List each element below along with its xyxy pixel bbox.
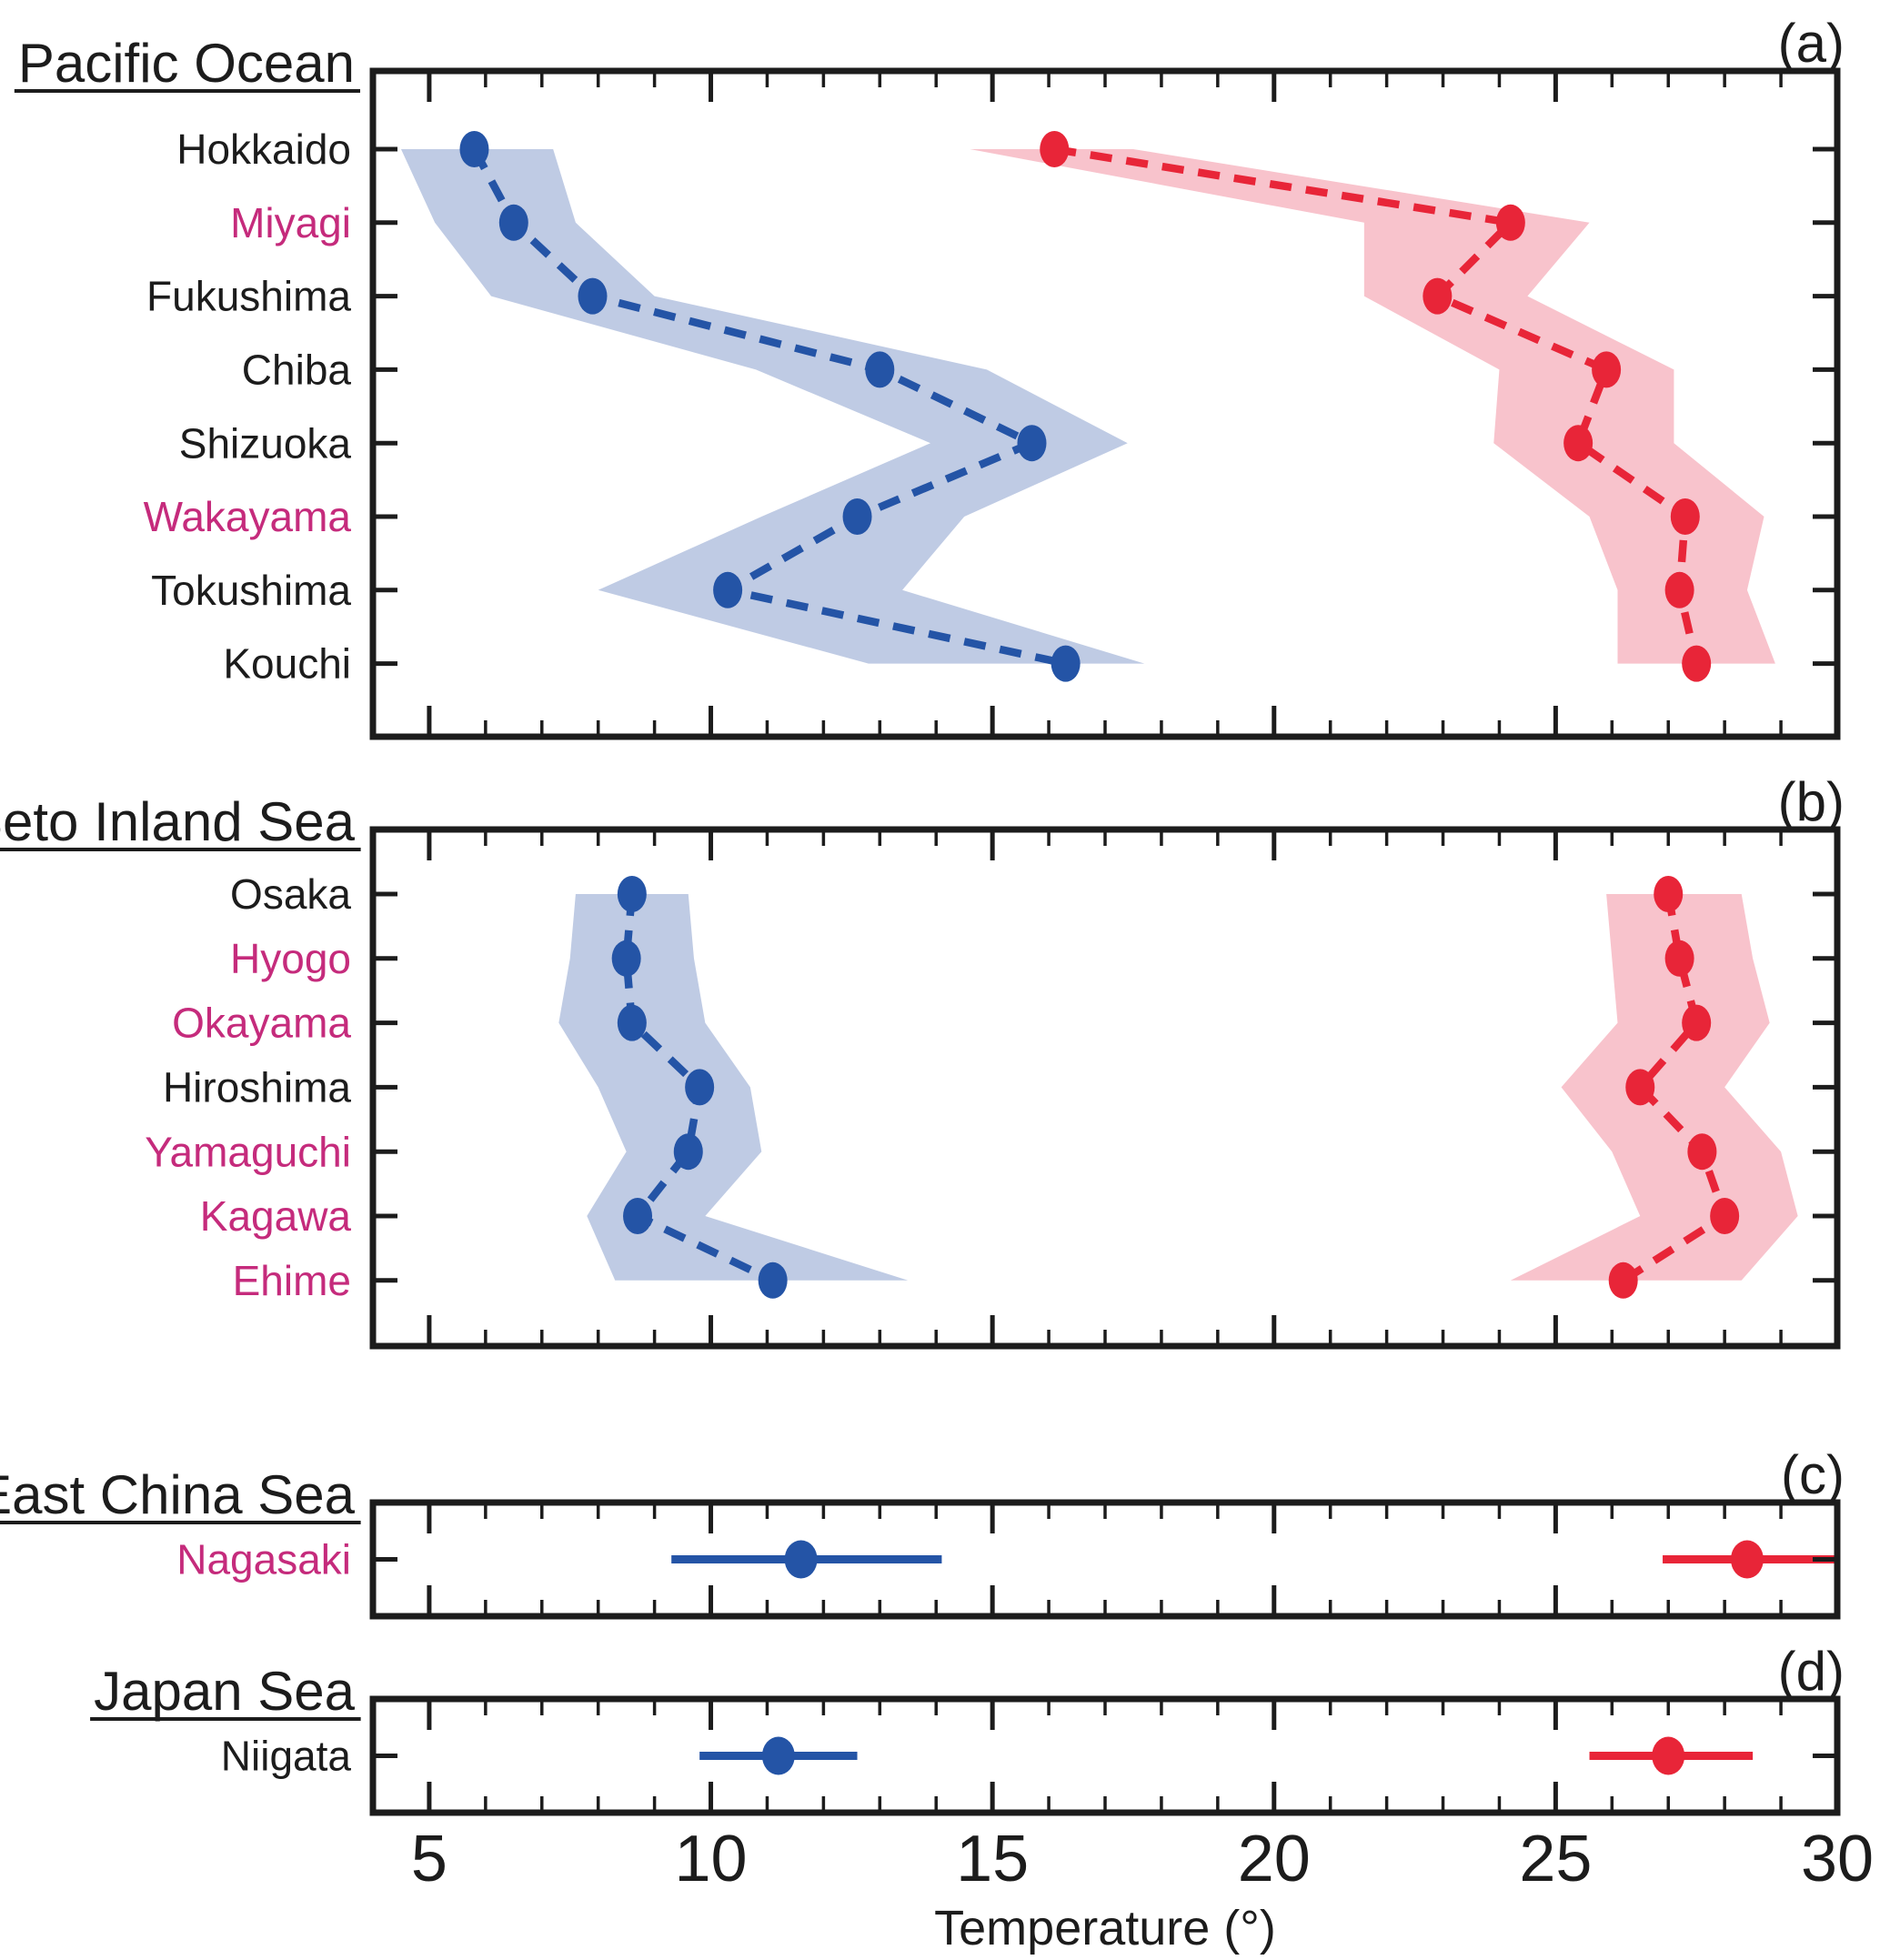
- blue-data-point: [758, 1261, 788, 1299]
- blue-data-point: [865, 351, 895, 388]
- prefecture-label: Hiroshima: [163, 1064, 351, 1111]
- red-data-point: [1682, 1004, 1712, 1041]
- panel-title: Seto Inland Sea: [0, 791, 356, 852]
- panel-b: Osaka Hyogo Okayama Hiroshima Yamaguchi Kagaw…: [0, 771, 1845, 1350]
- red-data-point: [1495, 204, 1525, 241]
- red-data-point: [1664, 571, 1694, 608]
- red-data-point: [1682, 645, 1712, 682]
- blue-data-point: [611, 940, 641, 977]
- prefecture-label: Hokkaido: [176, 126, 351, 173]
- panel-title: Japan Sea: [94, 1661, 356, 1722]
- prefecture-label: Fukushima: [146, 273, 351, 320]
- x-axis: 5 10 15 20 25 30 Temperature (°): [411, 1823, 1874, 1955]
- panel-letter: (d): [1778, 1641, 1845, 1702]
- blue-data-point: [784, 1540, 818, 1579]
- prefecture-label: Kouchi: [223, 640, 351, 688]
- red-data-point: [1664, 940, 1694, 977]
- prefecture-label: Hyogo: [230, 935, 351, 982]
- red-data-point: [1730, 1540, 1764, 1579]
- blue-data-point: [1017, 425, 1047, 462]
- blue-data-point: [623, 1198, 653, 1234]
- prefecture-label: Miyagi: [230, 199, 351, 246]
- prefecture-label: Shizuoka: [179, 419, 352, 467]
- prefecture-label: Niigata: [221, 1733, 352, 1780]
- blue-range-band: [400, 149, 1145, 664]
- red-data-point: [1654, 876, 1684, 912]
- prefecture-label: Okayama: [172, 1000, 351, 1047]
- panel-letter: (c): [1781, 1444, 1845, 1505]
- red-data-point: [1423, 277, 1453, 315]
- red-data-point: [1592, 351, 1622, 388]
- blue-data-point: [713, 571, 743, 608]
- blue-data-point: [1051, 645, 1081, 682]
- prefecture-label: Kagawa: [200, 1192, 352, 1240]
- panel-d: Niigata Japan Sea (d): [90, 1641, 1845, 1816]
- prefecture-label: Wakayama: [144, 493, 352, 540]
- blue-data-point: [617, 876, 647, 912]
- panel-title: East China Sea: [0, 1464, 356, 1525]
- panel-letter: (a): [1778, 13, 1845, 74]
- blue-data-point: [498, 204, 528, 241]
- x-tick-label: 20: [1238, 1823, 1311, 1895]
- x-tick-label: 30: [1801, 1823, 1874, 1895]
- prefecture-label: Chiba: [242, 347, 352, 394]
- blue-data-point: [761, 1736, 795, 1775]
- blue-data-point: [459, 131, 489, 167]
- prefecture-label: Nagasaki: [176, 1536, 351, 1583]
- prefecture-label: Osaka: [230, 870, 351, 918]
- x-tick-label: 5: [411, 1823, 447, 1895]
- x-tick-label: 15: [956, 1823, 1029, 1895]
- prefecture-label: Tokushima: [151, 567, 351, 614]
- blue-data-point: [842, 498, 872, 535]
- panel-frame: [369, 1499, 1841, 1620]
- red-range-band: [970, 149, 1775, 664]
- blue-data-point: [617, 1004, 647, 1041]
- panel-c: Nagasaki East China Sea (c): [0, 1444, 1845, 1620]
- blue-data-point: [673, 1133, 703, 1171]
- blue-data-point: [578, 277, 608, 315]
- blue-range-band: [558, 894, 909, 1281]
- prefecture-label: Yamaguchi: [145, 1128, 351, 1175]
- x-tick-label: 25: [1519, 1823, 1592, 1895]
- panel-a: Hokkaido Miyagi Fukushima Chiba Shizuoka Waka…: [14, 13, 1845, 740]
- prefecture-label: Ehime: [233, 1257, 351, 1304]
- x-tick-label: 10: [674, 1823, 747, 1895]
- x-axis-title: Temperature (°): [934, 1901, 1276, 1955]
- red-data-point: [1687, 1133, 1717, 1171]
- red-data-point: [1652, 1736, 1685, 1775]
- panel-letter: (b): [1778, 771, 1845, 832]
- red-data-point: [1625, 1069, 1655, 1106]
- red-data-point: [1608, 1261, 1638, 1299]
- panel-title: Pacific Ocean: [18, 33, 355, 94]
- red-data-point: [1670, 498, 1700, 535]
- red-data-point: [1563, 425, 1593, 462]
- blue-data-point: [685, 1069, 715, 1106]
- red-data-point: [1710, 1198, 1740, 1234]
- red-data-point: [1040, 131, 1070, 167]
